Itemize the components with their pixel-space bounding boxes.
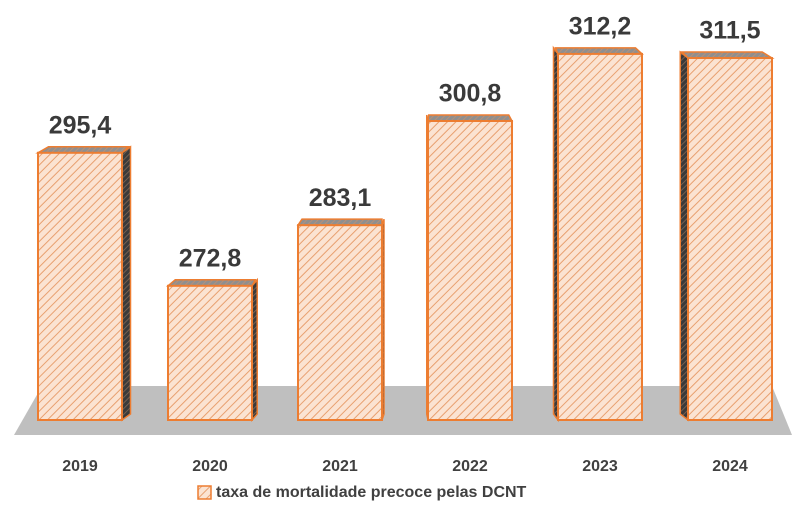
bar-front [557,52,643,422]
x-tick-label: 2020 [192,458,228,475]
value-label: 283,1 [309,184,372,212]
x-tick-label: 2022 [452,458,488,475]
value-label: 272,8 [179,244,242,272]
legend: taxa de mortalidade precoce pelas DCNT [197,484,527,501]
bar-front [37,151,123,421]
legend-label: taxa de mortalidade precoce pelas DCNT [216,484,527,501]
value-label: 300,8 [439,80,502,108]
x-tick-label: 2023 [582,458,618,475]
bar [552,45,644,423]
bar-side [679,50,689,422]
x-tick-label: 2021 [322,458,358,475]
bar-front [687,57,773,422]
bar [679,50,775,422]
bar-front [167,284,253,422]
legend-swatch [197,485,212,500]
bar [296,218,385,421]
bar [165,277,258,422]
bars [35,45,775,423]
bar [426,114,514,422]
bar-front [427,120,513,422]
bar [35,145,132,422]
x-tick-label: 2019 [62,458,98,475]
bar-front [297,224,383,421]
value-label: 295,4 [49,111,112,139]
bar-side [121,145,132,422]
value-label: 312,2 [569,13,632,41]
value-label: 311,5 [699,17,760,45]
x-tick-label: 2024 [712,458,748,475]
